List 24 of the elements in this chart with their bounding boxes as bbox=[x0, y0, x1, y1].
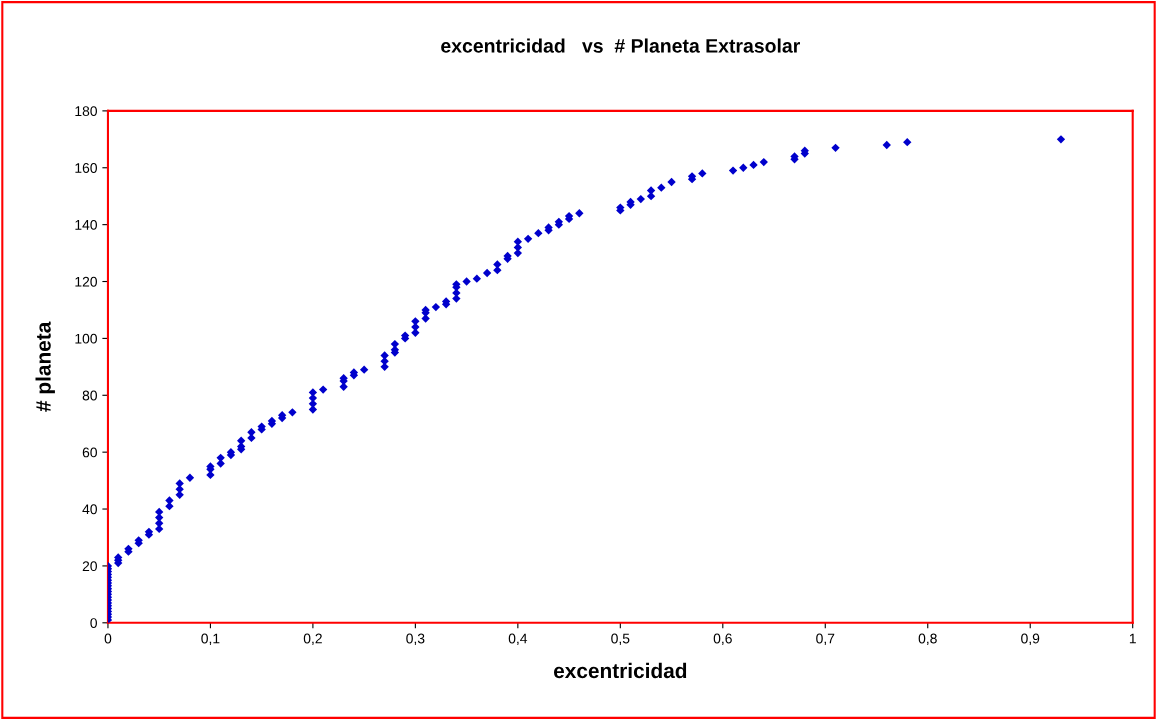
y-tick-label: 140 bbox=[75, 219, 97, 230]
x-tick-label: 0,3 bbox=[406, 633, 425, 646]
y-tick-label: 120 bbox=[75, 276, 97, 287]
y-tick-label: 80 bbox=[82, 390, 97, 401]
y-tick-label: 40 bbox=[82, 504, 97, 515]
x-tick-label: 0 bbox=[104, 633, 112, 644]
y-tick-label: 160 bbox=[75, 163, 97, 173]
x-tick-label: 0,9 bbox=[1021, 633, 1040, 646]
x-tick-label: 0,8 bbox=[918, 633, 937, 646]
x-tick-label: 0,2 bbox=[303, 633, 322, 646]
x-tick-label: 0,5 bbox=[611, 633, 630, 646]
x-tick-label: 0,7 bbox=[816, 633, 835, 646]
x-tick-label: 0,1 bbox=[201, 633, 220, 646]
x-axis-title: excentricidad bbox=[553, 662, 687, 679]
chart-title: excentricidad vs # Planeta Extrasolar bbox=[441, 38, 800, 53]
y-tick-label: 20 bbox=[82, 561, 97, 572]
y-tick-label: 100 bbox=[75, 333, 97, 344]
x-tick-label: 0,6 bbox=[713, 633, 732, 646]
y-axis-title: # planeta bbox=[35, 321, 55, 412]
y-tick-label: 180 bbox=[75, 106, 97, 117]
x-tick-label: 1 bbox=[1129, 633, 1136, 644]
y-tick-label: 0 bbox=[90, 618, 97, 628]
x-tick-label: 0,4 bbox=[508, 633, 528, 646]
y-tick-label: 60 bbox=[82, 447, 97, 458]
